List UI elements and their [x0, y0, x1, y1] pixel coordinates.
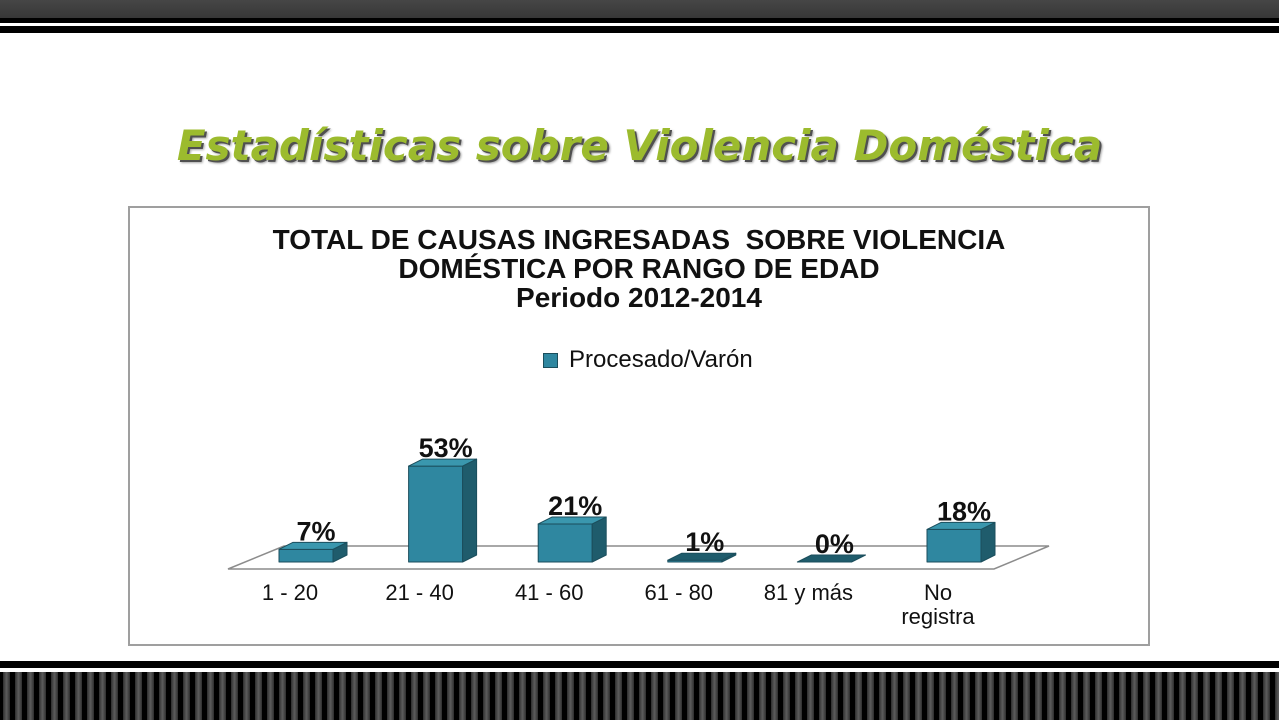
- chart-title: TOTAL DE CAUSAS INGRESADAS SOBRE VIOLENC…: [128, 225, 1150, 312]
- bar-chart-plot: 7% 53% 21% 1% 0% 18%: [227, 433, 1050, 570]
- bar: [796, 554, 866, 563]
- bar-top-face: [537, 516, 607, 525]
- bottom-decor-stripes: [0, 672, 1279, 720]
- category-label: 61 - 80: [644, 580, 714, 605]
- legend-label: Procesado/Varón: [569, 346, 753, 373]
- bar-side-face: [462, 458, 478, 563]
- category-label: 81 y más: [763, 580, 854, 605]
- bar-top-face: [796, 554, 866, 563]
- data-label: 21%: [548, 491, 602, 521]
- category-label: 1 - 20: [261, 580, 319, 605]
- bar: [278, 541, 348, 563]
- bar-top-face: [667, 552, 737, 561]
- bar-side-face: [591, 516, 607, 563]
- bar-front-face: [408, 465, 464, 563]
- chart-frame: TOTAL DE CAUSAS INGRESADAS SOBRE VIOLENC…: [128, 206, 1150, 646]
- legend-swatch: [543, 352, 558, 368]
- chart-floor: [227, 545, 1050, 570]
- bar-front-face: [537, 523, 593, 563]
- data-label: 1%: [685, 527, 724, 557]
- data-label: 53%: [419, 433, 473, 463]
- chart-subtitle: Periodo 2012-2014: [516, 282, 762, 313]
- category-label: No registra: [901, 580, 975, 629]
- top-decor-band: [0, 0, 1279, 33]
- data-labels: 7% 53% 21% 1% 0% 18%: [296, 433, 991, 559]
- bar-top-face: [278, 541, 348, 550]
- bar: [537, 516, 607, 563]
- slide-title: Estadísticas sobre Violencia Doméstica: [176, 121, 1103, 170]
- chart-title-line: DOMÉSTICA POR RANGO DE EDAD: [398, 253, 880, 284]
- bar: [408, 458, 478, 563]
- bar-top-face: [926, 521, 996, 530]
- bars: [278, 458, 996, 563]
- data-label: 18%: [937, 496, 991, 526]
- legend: Procesado/Varón: [543, 346, 753, 374]
- bar-front-face: [278, 548, 334, 563]
- chart-title-line: TOTAL DE CAUSAS INGRESADAS SOBRE VIOLENC…: [272, 224, 1006, 255]
- bar: [667, 552, 737, 563]
- bottom-decor-line: [0, 661, 1279, 668]
- data-label: 7%: [296, 516, 335, 546]
- bar-top-face: [408, 458, 478, 467]
- category-label: 21 - 40: [385, 580, 454, 605]
- category-label: 41 - 60: [514, 580, 584, 605]
- bar: [926, 521, 996, 563]
- data-label: 0%: [815, 529, 854, 559]
- bar-front-face: [926, 528, 982, 563]
